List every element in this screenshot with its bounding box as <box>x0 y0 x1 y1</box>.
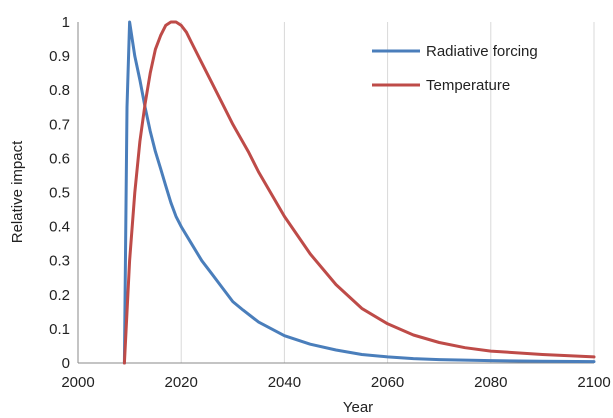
series-line-radiative-forcing <box>122 20 596 365</box>
tick-labels: 0 0.1 0.2 0.3 0.4 0.5 0.6 0.7 0.8 0.9 1 2000 2020 204… <box>49 14 611 391</box>
legend-label: Radiative forcing <box>426 43 538 60</box>
y-tick-label: 0.3 <box>49 253 70 270</box>
x-tick-label: 2060 <box>371 374 404 391</box>
legend-label: Temperature <box>426 77 510 94</box>
x-tick-label: 2040 <box>268 374 301 391</box>
legend: Radiative forcing Temperature <box>372 43 538 94</box>
series-lines <box>122 20 596 365</box>
y-tick-label: 0.9 <box>49 48 70 65</box>
y-tick-label: 0.6 <box>49 150 70 167</box>
x-tick-label: 2100 <box>577 374 610 391</box>
x-tick-label: 2020 <box>165 374 198 391</box>
y-tick-label: 1 <box>62 14 70 31</box>
y-tick-label: 0.1 <box>49 321 70 338</box>
grid-lines <box>180 22 595 363</box>
axes <box>77 22 594 364</box>
y-tick-label: 0.8 <box>49 82 70 99</box>
y-tick-label: 0.5 <box>49 185 70 202</box>
y-tick-label: 0.7 <box>49 116 70 133</box>
y-tick-label: 0.4 <box>49 219 70 236</box>
y-axis-title: Relative impact <box>9 140 26 243</box>
series-line-temperature <box>122 20 596 365</box>
y-tick-label: 0.2 <box>49 287 70 304</box>
x-axis-title: Year <box>343 399 373 416</box>
x-tick-label: 2080 <box>474 374 507 391</box>
x-tick-label: 2000 <box>61 374 94 391</box>
y-tick-label: 0 <box>62 355 70 372</box>
